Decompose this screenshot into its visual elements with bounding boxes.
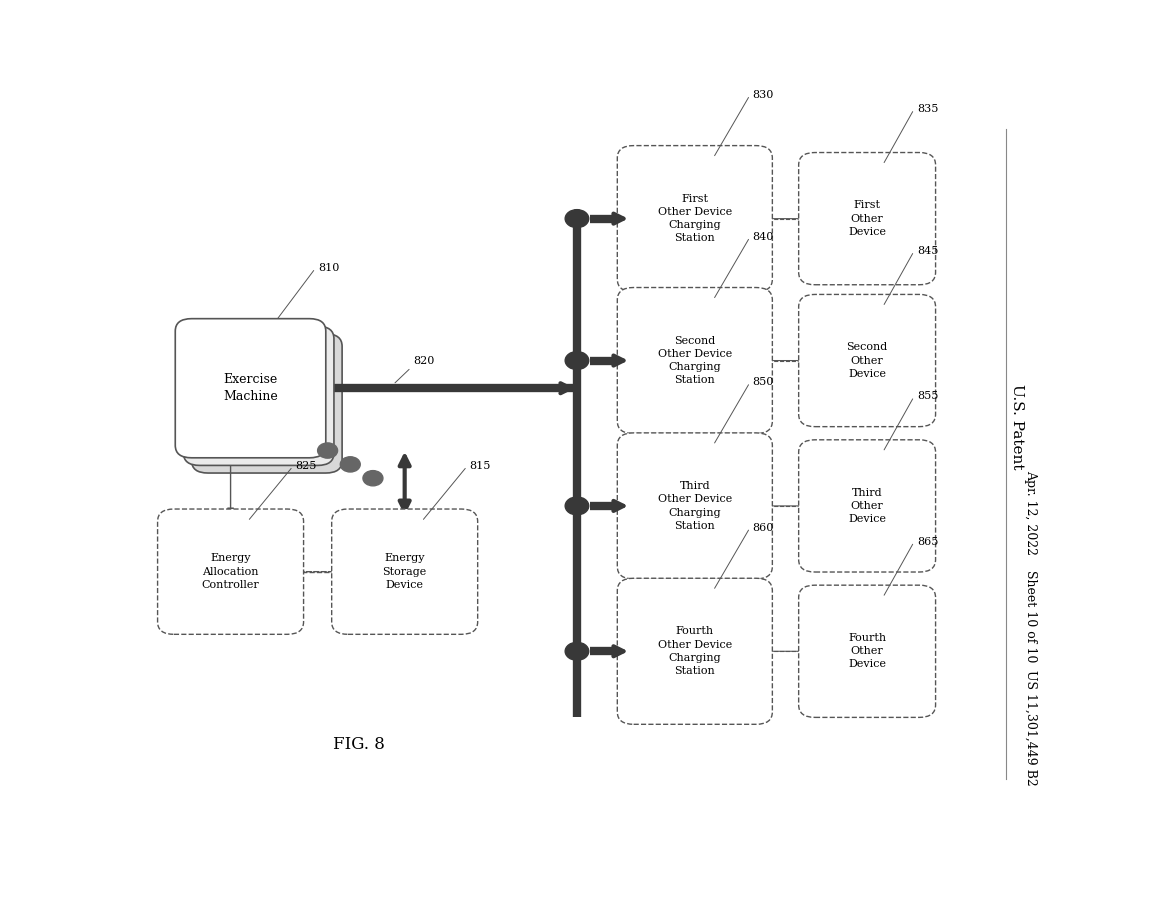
Text: Second
Other
Device: Second Other Device (846, 343, 888, 378)
Text: 860: 860 (752, 522, 775, 533)
Text: 840: 840 (752, 232, 775, 242)
FancyBboxPatch shape (618, 146, 772, 291)
Circle shape (340, 457, 360, 472)
Circle shape (565, 642, 589, 660)
Text: 810: 810 (318, 263, 339, 273)
Text: Second
Other Device
Charging
Station: Second Other Device Charging Station (658, 335, 732, 386)
Text: First
Other
Device: First Other Device (848, 200, 886, 236)
Text: 865: 865 (917, 537, 938, 547)
FancyBboxPatch shape (331, 509, 477, 635)
Circle shape (565, 497, 589, 515)
Circle shape (363, 470, 383, 485)
Text: FIG. 8: FIG. 8 (333, 736, 385, 753)
Circle shape (565, 209, 589, 227)
FancyBboxPatch shape (192, 334, 342, 473)
FancyBboxPatch shape (618, 433, 772, 579)
Text: Third
Other
Device: Third Other Device (848, 488, 886, 524)
Text: Energy
Allocation
Controller: Energy Allocation Controller (201, 554, 260, 590)
FancyBboxPatch shape (799, 440, 936, 572)
Circle shape (317, 443, 338, 458)
Text: 850: 850 (752, 378, 775, 387)
Text: 830: 830 (752, 90, 775, 100)
Text: Apr. 12, 2022: Apr. 12, 2022 (1024, 470, 1037, 556)
Text: 825: 825 (296, 461, 317, 471)
Text: US 11,301,449 B2: US 11,301,449 B2 (1024, 670, 1037, 786)
FancyBboxPatch shape (799, 153, 936, 285)
Text: 855: 855 (917, 391, 938, 402)
FancyBboxPatch shape (799, 295, 936, 427)
FancyBboxPatch shape (158, 509, 303, 635)
Text: 835: 835 (917, 104, 938, 114)
Text: 820: 820 (413, 356, 434, 366)
Text: Exercise
Machine: Exercise Machine (223, 373, 278, 404)
Text: Sheet 10 of 10: Sheet 10 of 10 (1024, 571, 1037, 663)
FancyBboxPatch shape (799, 585, 936, 717)
Text: 815: 815 (469, 461, 491, 471)
FancyBboxPatch shape (184, 326, 333, 466)
FancyBboxPatch shape (618, 288, 772, 433)
Circle shape (565, 352, 589, 369)
Text: 845: 845 (917, 246, 938, 256)
Text: Energy
Storage
Device: Energy Storage Device (383, 554, 427, 590)
FancyBboxPatch shape (618, 578, 772, 725)
Text: First
Other Device
Charging
Station: First Other Device Charging Station (658, 194, 732, 244)
Text: U.S. Patent: U.S. Patent (1010, 384, 1024, 469)
Text: Third
Other Device
Charging
Station: Third Other Device Charging Station (658, 481, 732, 530)
FancyBboxPatch shape (176, 318, 325, 458)
Text: Fourth
Other
Device: Fourth Other Device (848, 633, 886, 670)
Text: Fourth
Other Device
Charging
Station: Fourth Other Device Charging Station (658, 627, 732, 676)
